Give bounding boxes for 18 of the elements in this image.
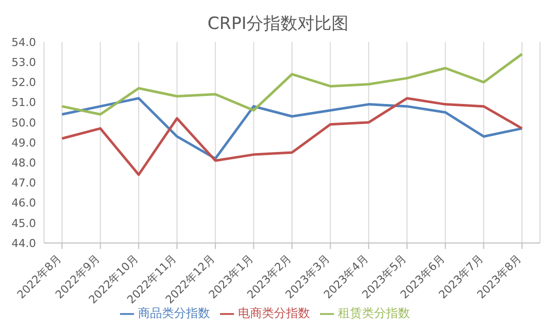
legend-label: 电商类分指数 — [238, 306, 310, 320]
y-tick-label: 46.0 — [12, 196, 36, 210]
y-tick-label: 49.0 — [12, 136, 36, 150]
line-series — [60, 97, 524, 176]
y-tick-label: 45.0 — [12, 216, 36, 230]
line-series — [60, 52, 524, 116]
y-tick-label: 52.0 — [12, 76, 36, 90]
line-series — [60, 97, 524, 160]
y-tick-label: 48.0 — [12, 156, 36, 170]
chart-title: CRPI分指数对比图 — [208, 14, 348, 34]
y-tick-label: 47.0 — [12, 176, 36, 190]
y-tick-label: 53.0 — [12, 56, 36, 70]
y-tick-label: 51.0 — [12, 96, 36, 110]
y-tick-label: 54.0 — [12, 36, 36, 49]
y-tick-label: 44.0 — [12, 236, 36, 250]
legend-label: 商品类分指数 — [138, 306, 210, 320]
legend-label: 租赁类分指数 — [338, 306, 410, 320]
y-tick-label: 50.0 — [12, 116, 36, 130]
